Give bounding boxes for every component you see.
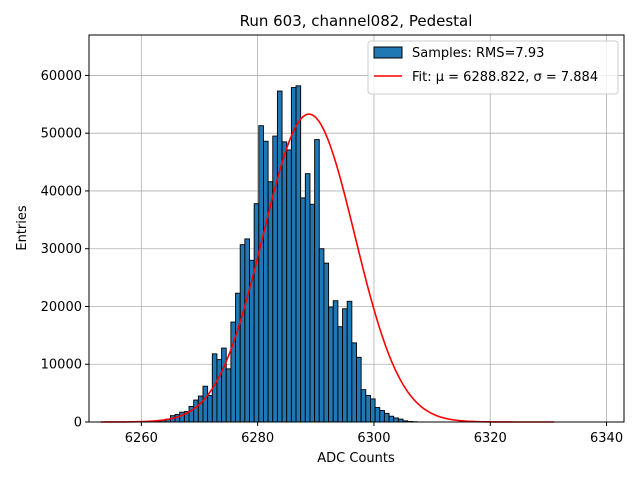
histogram-bars bbox=[156, 85, 418, 423]
histogram-bar bbox=[304, 173, 311, 423]
histogram-bar bbox=[281, 141, 288, 423]
histogram-bar bbox=[235, 292, 241, 423]
y-tick-label: 30000 bbox=[41, 242, 82, 257]
histogram-bar bbox=[286, 149, 292, 423]
histogram-bar bbox=[374, 407, 381, 423]
histogram-bar bbox=[295, 85, 302, 423]
histogram-bar bbox=[193, 399, 199, 423]
histogram-bar bbox=[267, 181, 274, 423]
legend-swatch-samples bbox=[373, 46, 403, 59]
y-tick-label: 0 bbox=[74, 416, 82, 431]
histogram-bar bbox=[383, 412, 390, 423]
x-tick-label: 6300 bbox=[357, 431, 390, 446]
x-tick-label: 6340 bbox=[590, 431, 623, 446]
x-axis-ticks: 6260 6280 6300 6320 6340 bbox=[125, 422, 623, 446]
histogram-bar bbox=[197, 395, 204, 423]
legend-label-samples: Samples: RMS=7.93 bbox=[412, 46, 544, 61]
histogram-bar bbox=[216, 359, 223, 423]
x-tick-label: 6320 bbox=[474, 431, 507, 446]
histogram-bar bbox=[356, 356, 362, 423]
histogram-bar bbox=[314, 139, 320, 423]
histogram-bar bbox=[179, 411, 185, 423]
histogram-bar bbox=[244, 238, 250, 423]
legend-label-fit: Fit: μ = 6288.822, σ = 7.884 bbox=[412, 70, 598, 85]
chart-title: Run 603, channel082, Pedestal bbox=[240, 12, 473, 30]
histogram-bar bbox=[300, 197, 306, 423]
y-tick-label: 40000 bbox=[41, 184, 82, 199]
legend-box bbox=[367, 40, 619, 95]
histogram-bar bbox=[263, 140, 269, 423]
histogram-bar bbox=[393, 417, 399, 423]
histogram-bar bbox=[253, 203, 260, 423]
x-tick-label: 6280 bbox=[241, 431, 274, 446]
histogram-bar bbox=[351, 342, 357, 423]
histogram-bar bbox=[323, 262, 330, 423]
histogram-bar bbox=[221, 347, 227, 423]
y-tick-label: 20000 bbox=[41, 300, 82, 315]
histogram-bar bbox=[318, 248, 325, 423]
y-axis-label: Entries bbox=[15, 205, 30, 251]
histogram-bar bbox=[365, 394, 371, 423]
histogram-bar bbox=[337, 326, 343, 423]
histogram-bar bbox=[379, 409, 385, 423]
histogram-bar bbox=[309, 203, 316, 423]
y-tick-label: 60000 bbox=[41, 69, 82, 84]
histogram-bar bbox=[239, 244, 246, 423]
y-tick-label: 50000 bbox=[41, 127, 82, 142]
histogram-bar bbox=[207, 394, 213, 423]
histogram-bar bbox=[388, 415, 395, 423]
histogram-bar bbox=[276, 90, 283, 423]
histogram-bar bbox=[258, 125, 264, 423]
histogram-bar bbox=[328, 306, 334, 423]
histogram-bar bbox=[346, 300, 353, 423]
legend: Samples: RMS=7.93 Fit: μ = 6288.822, σ =… bbox=[367, 40, 619, 95]
y-axis-ticks: 0 10000 20000 30000 40000 50000 60000 bbox=[41, 69, 89, 431]
y-tick-label: 10000 bbox=[41, 358, 82, 373]
histogram-bar bbox=[370, 398, 376, 423]
histogram-bar bbox=[225, 368, 232, 423]
histogram-bar bbox=[290, 87, 297, 423]
x-axis-label: ADC Counts bbox=[317, 451, 395, 466]
x-tick-label: 6260 bbox=[125, 431, 158, 446]
histogram-bar bbox=[342, 308, 348, 423]
histogram-bar bbox=[360, 389, 367, 423]
histogram-bar bbox=[202, 385, 209, 423]
plot-frame bbox=[88, 34, 625, 423]
histogram-bar bbox=[332, 300, 339, 423]
